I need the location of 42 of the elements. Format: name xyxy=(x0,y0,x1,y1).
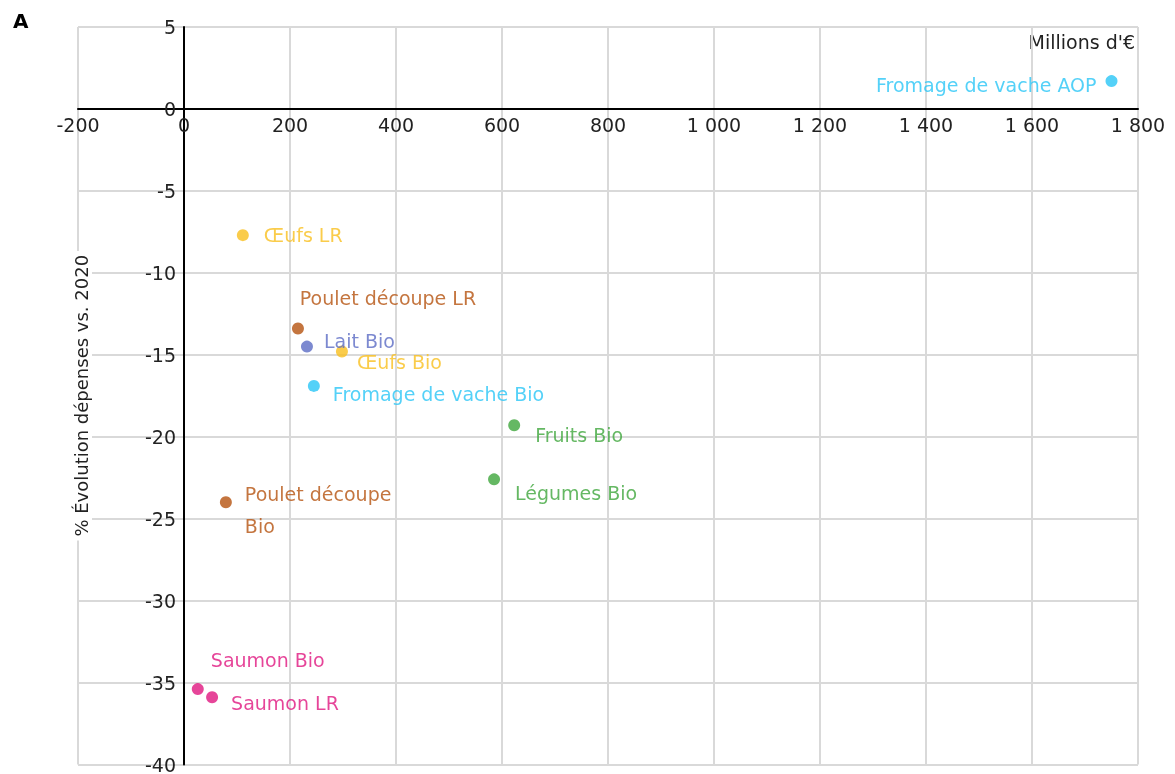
series-label: Œufs Bio xyxy=(356,350,442,373)
series-label: Saumon Bio xyxy=(210,649,325,672)
point xyxy=(508,419,521,432)
point xyxy=(307,379,320,392)
x-tick-label: 200 xyxy=(271,114,309,137)
y-tick-label: -25 xyxy=(144,507,176,530)
x-tick-label: 1 800 xyxy=(1110,114,1166,137)
x-tick-label: 1 400 xyxy=(898,114,954,137)
x-tick-label: 1 000 xyxy=(686,114,742,137)
point xyxy=(206,691,219,704)
y-tick-label: -40 xyxy=(144,753,176,774)
point xyxy=(291,322,304,335)
series-label: Poulet découpe Bio xyxy=(244,483,398,538)
series-label: Lait Bio xyxy=(323,329,395,352)
series-label: Poulet découpe LR xyxy=(299,286,477,309)
y-tick-label: -35 xyxy=(144,671,176,694)
y-tick-label: -20 xyxy=(144,425,176,448)
series-label: Fruits Bio xyxy=(535,424,624,447)
x-tick-label: -200 xyxy=(56,114,100,137)
x-tick-label: 400 xyxy=(377,114,415,137)
series-label: Saumon LR xyxy=(231,692,339,715)
x-tick-label: 1 600 xyxy=(1004,114,1060,137)
chart-title: A xyxy=(13,9,29,33)
y-tick-label: -10 xyxy=(144,261,176,284)
point xyxy=(488,473,501,486)
y-tick-label: -15 xyxy=(144,343,176,366)
x-tick-label: 1 200 xyxy=(792,114,848,137)
series-label: Fromage de vache AOP xyxy=(876,74,1097,97)
series-label: Fromage de vache Bio xyxy=(332,382,545,405)
point xyxy=(300,340,313,353)
y-tick-label: 5 xyxy=(163,16,176,38)
y-tick-label: -30 xyxy=(144,589,176,612)
point xyxy=(236,229,249,242)
x-tick-label: 600 xyxy=(483,114,521,137)
point xyxy=(219,496,232,509)
y-tick-label: -5 xyxy=(157,179,176,202)
point xyxy=(1105,75,1118,88)
point xyxy=(191,683,204,696)
series-label: Œufs LR xyxy=(263,224,343,247)
y-axis-title: % Évolution dépenses vs. 2020 xyxy=(70,254,92,537)
series-label: Légumes Bio xyxy=(515,482,638,505)
x-tick-label: 800 xyxy=(589,114,627,137)
